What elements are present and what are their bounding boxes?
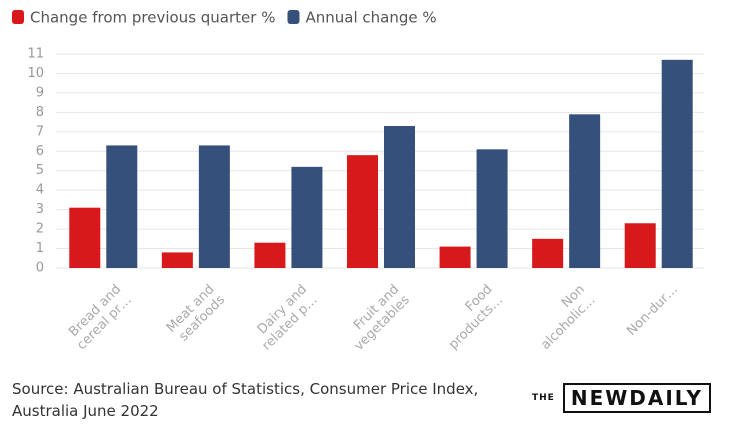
legend-swatch xyxy=(287,10,300,24)
bar xyxy=(532,238,564,268)
source: Source: Australian Bureau of Statistics,… xyxy=(12,380,479,420)
legend-label: Annual change % xyxy=(305,9,436,27)
logo-small: THE xyxy=(532,393,555,403)
logo-main: NEWDAILY xyxy=(562,383,711,413)
y-tick-label: 3 xyxy=(36,202,44,217)
y-tick-label: 0 xyxy=(36,261,44,276)
legend-label: Change from previous quarter % xyxy=(30,9,275,27)
bar xyxy=(106,145,138,268)
bar xyxy=(624,223,656,268)
bar xyxy=(291,166,323,268)
bar xyxy=(69,207,101,268)
bar xyxy=(439,246,471,268)
y-tick-label: 9 xyxy=(36,85,44,100)
y-tick-label: 7 xyxy=(36,124,44,139)
bar xyxy=(254,242,286,268)
bar xyxy=(198,145,230,268)
bar xyxy=(476,149,508,268)
y-tick-label: 11 xyxy=(27,47,44,62)
logo: THE NEWDAILY xyxy=(532,383,711,413)
legend-swatch xyxy=(12,10,24,24)
bar xyxy=(347,155,378,268)
y-tick-label: 6 xyxy=(36,144,44,159)
y-tick-label: 10 xyxy=(27,66,44,81)
y-tick-label: 8 xyxy=(36,105,44,120)
bar xyxy=(161,252,193,268)
bar xyxy=(384,125,415,269)
y-tick-label: 5 xyxy=(36,163,44,178)
bar xyxy=(661,59,693,268)
y-tick-label: 1 xyxy=(36,241,44,256)
y-tick-label: 2 xyxy=(36,222,44,237)
bar xyxy=(569,114,601,269)
y-tick-label: 4 xyxy=(36,183,44,198)
